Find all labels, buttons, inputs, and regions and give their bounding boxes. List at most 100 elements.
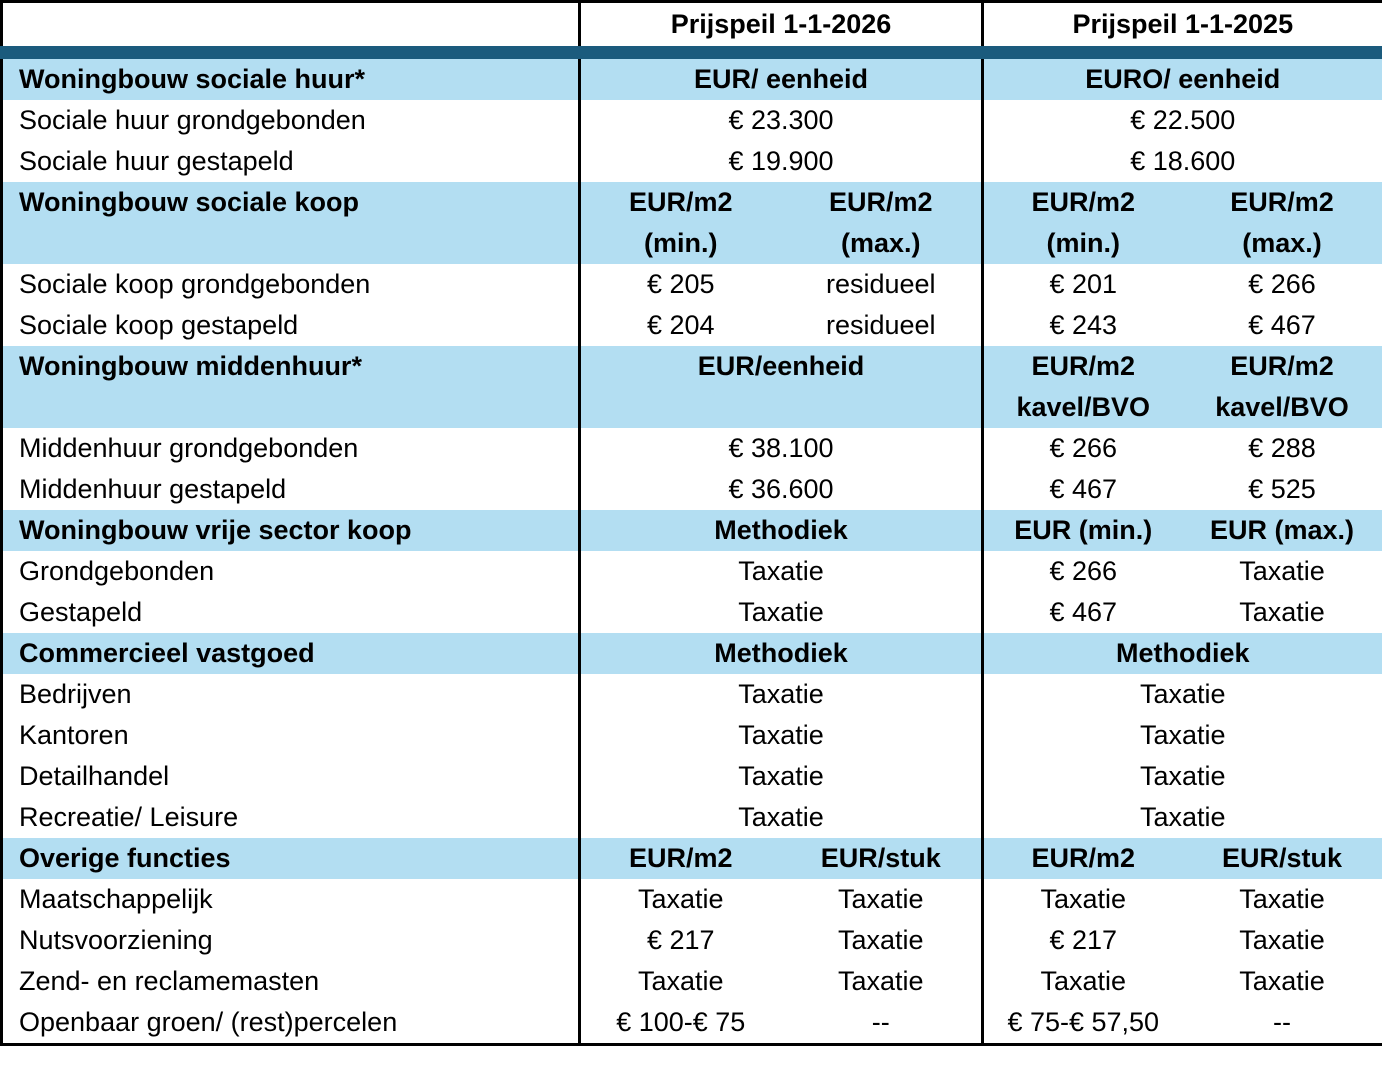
value-cell: € 75-€ 57,50 [981, 1002, 1183, 1045]
year-header-2025: Prijspeil 1-1-2025 [981, 1, 1382, 59]
row-label: Gestapeld [1, 592, 581, 633]
row-label: Grondgebonden [1, 551, 581, 592]
section-row: Woningbouw sociale koop EUR/m2 (min.) EUR/m… [1, 182, 1382, 264]
section-label: Woningbouw sociale koop [1, 182, 581, 264]
value-cell: -- [1273, 1007, 1292, 1037]
unit-header-cell: EUR/stuk [1182, 838, 1382, 879]
unit-header-cell: EUR/stuk [780, 838, 983, 879]
value-cell: € 217 [981, 920, 1183, 961]
unit-header-cell: Methodiek [579, 633, 983, 674]
value-cell: Taxatie [738, 761, 824, 791]
value-cell: € 266 [981, 551, 1183, 592]
value-cell: € 23.300 [728, 105, 834, 135]
row-label: Kantoren [1, 715, 581, 756]
unit-header-cell: EUR (min.) [981, 510, 1183, 551]
value-cell: € 22.500 [981, 100, 1382, 141]
unit-header-cell: EUR/m2 [579, 838, 781, 879]
value-cell: Taxatie [837, 925, 924, 955]
value-cell: Taxatie [738, 556, 824, 586]
unit-header-cell: EUR/m2 (max.) [1182, 182, 1382, 264]
value-cell: € 205 [646, 269, 715, 299]
value-cell: residueel [825, 269, 936, 299]
table-row: Sociale huur gestapeld € 19.900 € 18.600 [1, 141, 1382, 182]
section-row: Woningbouw middenhuur* EUR/eenheid EUR/m2 k… [1, 346, 1382, 428]
row-label: Sociale huur gestapeld [1, 141, 581, 182]
price-table-body: Prijspeil 1-1-2026 Prijspeil 1-1-2025 Wo… [1, 1, 1382, 1045]
value-cell: € 467 [981, 592, 1183, 633]
value-cell: Taxatie [1239, 966, 1325, 996]
row-label: Nutsvoorziening [1, 920, 581, 961]
row-label: Detailhandel [1, 756, 581, 797]
value-cell: Taxatie [738, 802, 824, 832]
section-label: Commercieel vastgoed [1, 633, 581, 674]
unit-header-cell: EUR (max.) [1182, 510, 1382, 551]
table-row: Openbaar groen/ (rest)percelen € 100-€ 75… [1, 1002, 1382, 1045]
table-row: Sociale koop gestapeld € 204 residueel € 24… [1, 305, 1382, 346]
section-label: Woningbouw vrije sector koop [1, 510, 581, 551]
value-cell: Taxatie [981, 674, 1382, 715]
header-empty-cell [1, 1, 581, 59]
table-row: Sociale huur grondgebonden € 23.300 € 22.5… [1, 100, 1382, 141]
section-row: Commercieel vastgoed Methodiek Methodiek [1, 633, 1382, 674]
value-cell: Taxatie [738, 720, 824, 750]
section-label: Overige functies [1, 838, 581, 879]
value-cell: € 19.900 [728, 146, 834, 176]
row-label: Recreatie/ Leisure [1, 797, 581, 838]
table-row: Grondgebonden Taxatie € 266 Taxatie [1, 551, 1382, 592]
table-row: Recreatie/ Leisure Taxatie Taxatie [1, 797, 1382, 838]
table-row: Middenhuur gestapeld € 36.600 € 467 € 525 [1, 469, 1382, 510]
value-cell: Taxatie [981, 797, 1382, 838]
value-cell: Taxatie [738, 679, 824, 709]
row-label: Zend- en reclamemasten [1, 961, 581, 1002]
table-row: Zend- en reclamemasten Taxatie Taxatie Taxa… [1, 961, 1382, 1002]
value-cell: € 38.100 [728, 433, 834, 463]
value-cell: € 217 [646, 925, 715, 955]
row-label: Middenhuur grondgebonden [1, 428, 581, 469]
value-cell: Taxatie [1239, 597, 1325, 627]
unit-header-cell: EUR/m2 kavel/BVO [1182, 346, 1382, 428]
value-cell: Taxatie [981, 961, 1183, 1002]
value-cell: € 201 [981, 264, 1183, 305]
value-cell: Taxatie [981, 715, 1382, 756]
value-cell: Taxatie [837, 884, 924, 914]
unit-header-cell: EUR/m2 [981, 838, 1183, 879]
value-cell: Taxatie [637, 966, 724, 996]
value-cell: € 36.600 [728, 474, 834, 504]
table-row: Bedrijven Taxatie Taxatie [1, 674, 1382, 715]
unit-header-cell: EURO/ eenheid [981, 52, 1382, 100]
row-label: Maatschappelijk [1, 879, 581, 920]
value-cell: € 288 [1248, 433, 1316, 463]
row-label: Bedrijven [1, 674, 581, 715]
section-label: Woningbouw middenhuur* [1, 346, 581, 428]
value-cell: € 204 [646, 310, 715, 340]
header-row: Prijspeil 1-1-2026 Prijspeil 1-1-2025 [1, 1, 1382, 59]
row-label: Sociale huur grondgebonden [1, 100, 581, 141]
unit-header-cell: Methodiek [579, 510, 983, 551]
value-cell: € 467 [1248, 310, 1316, 340]
row-label: Middenhuur gestapeld [1, 469, 581, 510]
value-cell: residueel [825, 310, 936, 340]
value-cell: € 266 [981, 428, 1183, 469]
section-row: Woningbouw vrije sector koop Methodiek EUR… [1, 510, 1382, 551]
section-row: Overige functies EUR/m2 EUR/stuk EUR/m2 EUR/… [1, 838, 1382, 879]
unit-header-cell: Methodiek [981, 633, 1382, 674]
land-price-table: Prijspeil 1-1-2026 Prijspeil 1-1-2025 Wo… [0, 0, 1382, 1046]
value-cell: Taxatie [981, 879, 1183, 920]
table-row: Middenhuur grondgebonden € 38.100 € 266 € 2… [1, 428, 1382, 469]
value-cell: € 18.600 [981, 141, 1382, 182]
table-row: Maatschappelijk Taxatie Taxatie Taxatie Taxa… [1, 879, 1382, 920]
value-cell: € 100-€ 75 [616, 1007, 746, 1037]
unit-header-cell: EUR/ eenheid [579, 52, 983, 100]
row-label: Sociale koop gestapeld [1, 305, 581, 346]
unit-header-cell: EUR/m2 (max.) [780, 182, 983, 264]
value-cell: Taxatie [637, 884, 724, 914]
section-row: Woningbouw sociale huur* EUR/ eenheid EURO… [1, 52, 1382, 100]
row-label: Sociale koop grondgebonden [1, 264, 581, 305]
value-cell: € 525 [1248, 474, 1316, 504]
value-cell: Taxatie [837, 966, 924, 996]
year-header-2026: Prijspeil 1-1-2026 [579, 1, 983, 59]
unit-header-cell: EUR/m2 (min.) [981, 182, 1183, 264]
table-row: Detailhandel Taxatie Taxatie [1, 756, 1382, 797]
row-label: Openbaar groen/ (rest)percelen [1, 1002, 581, 1045]
value-cell: Taxatie [981, 756, 1382, 797]
